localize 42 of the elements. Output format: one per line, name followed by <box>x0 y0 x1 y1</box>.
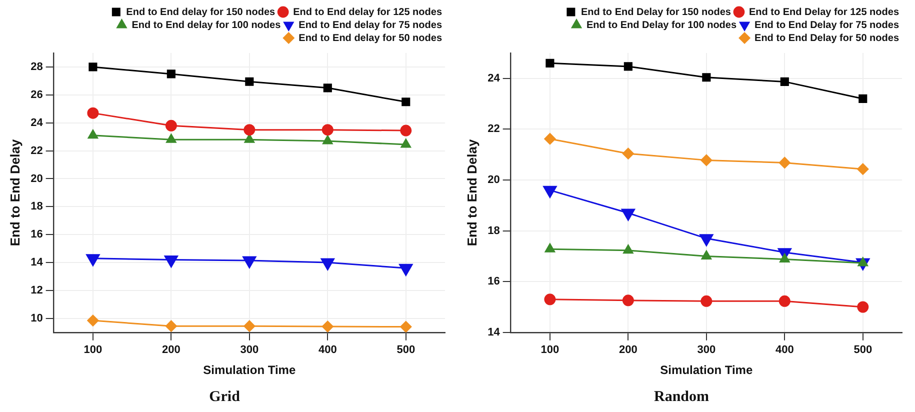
y-tick-label: 20 <box>488 174 500 186</box>
y-tick-label: 20 <box>30 172 43 185</box>
y-tick-label: 14 <box>488 326 501 338</box>
y-tick-label: 24 <box>488 72 501 84</box>
x-tick-label: 300 <box>697 344 716 356</box>
y-tick-label: 26 <box>30 88 43 101</box>
x-tick-label: 200 <box>619 344 638 356</box>
legend-label: End to End delay for 100 nodes <box>132 20 282 31</box>
x-tick-label: 400 <box>318 344 337 356</box>
y-tick-label: 18 <box>30 200 43 213</box>
legend-label: End to End Delay for 100 nodes <box>586 20 737 31</box>
x-tick-label: 500 <box>854 344 872 356</box>
legend-label: End to End Delay for 75 nodes <box>754 20 900 31</box>
legend-label: End to End delay for 50 nodes <box>298 32 442 44</box>
y-axis-title: End to End Delay <box>7 138 22 246</box>
y-tick-label: 16 <box>30 228 43 241</box>
y-tick-label: 18 <box>488 224 500 237</box>
text: Grid <box>209 388 241 405</box>
y-tick-label: 14 <box>30 256 44 269</box>
x-tick-label: 200 <box>162 344 180 356</box>
x-tick-label: 100 <box>84 344 102 356</box>
y-tick-label: 22 <box>30 144 43 157</box>
legend-label: End to End Delay for 50 nodes <box>754 32 900 44</box>
x-tick-label: 300 <box>240 344 259 356</box>
legend-label: End to End delay for 125 nodes <box>293 6 442 18</box>
y-tick-label: 16 <box>488 276 500 288</box>
y-tick-label: 28 <box>30 61 43 73</box>
x-tick-label: 100 <box>540 344 560 356</box>
y-tick-label: 10 <box>30 312 43 324</box>
legend-label: End to End delay for 75 nodes <box>298 20 442 31</box>
x-tick-label: 500 <box>396 344 416 356</box>
legend-label: End to End Delay for 125 nodes <box>748 6 900 18</box>
x-axis-title: Simulation Time <box>203 363 296 378</box>
y-tick-label: 22 <box>488 123 500 136</box>
text: Random <box>654 388 710 405</box>
legend-label: End to End delay for 150 nodes <box>126 6 276 18</box>
x-axis-title: Simulation Time <box>660 363 753 378</box>
x-tick-label: 400 <box>775 344 794 356</box>
y-axis-title: End to End Delay <box>464 138 480 246</box>
y-tick-label: 24 <box>30 116 44 129</box>
y-tick-label: 12 <box>30 284 43 297</box>
legend-label: End to End Delay for 150 nodes <box>580 6 732 18</box>
